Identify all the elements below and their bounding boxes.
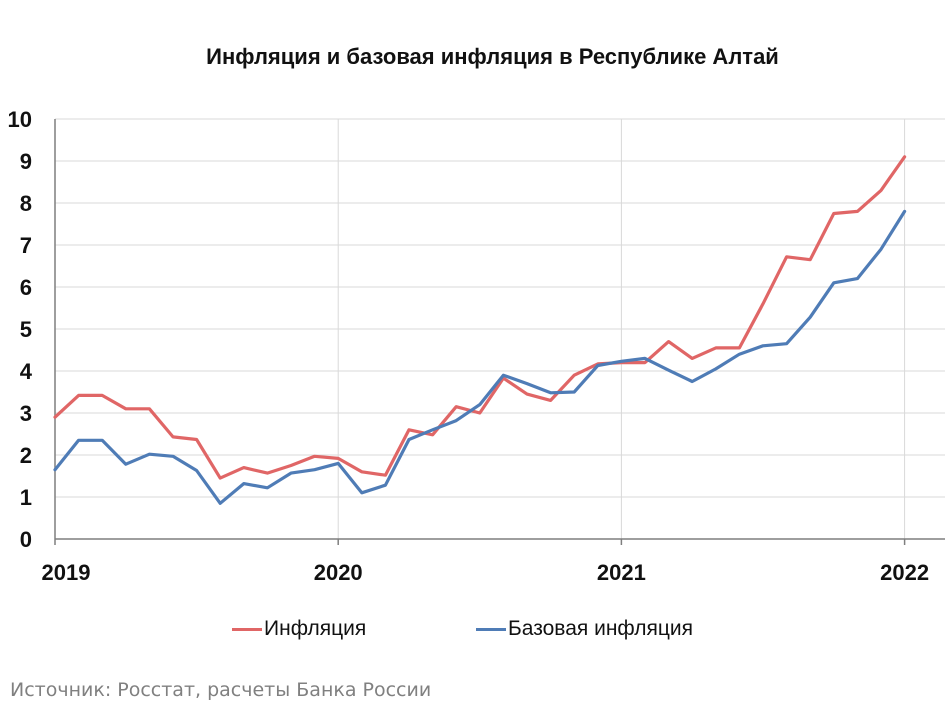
grid-layer (55, 118, 945, 539)
legend-label-core-inflation: Базовая инфляция (508, 617, 694, 640)
legend-item-core-inflation: Базовая инфляция (476, 614, 693, 644)
y-tick-label: 9 (20, 149, 32, 174)
legend-label-inflation: Инфляция (264, 617, 367, 640)
y-tick-label: 5 (20, 317, 32, 342)
y-tick-label: 10 (8, 107, 32, 132)
y-tick-labels: 0 1 2 3 4 5 6 7 8 9 10 (8, 107, 33, 552)
source-note: Источник: Росстат, расчеты Банка России (10, 679, 432, 701)
series-layer (53, 155, 907, 505)
y-tick-label: 3 (20, 401, 32, 426)
series-line-core-inflation (53, 209, 907, 505)
x-tick-label: 2021 (597, 560, 646, 585)
legend-swatch-core-inflation (476, 627, 506, 631)
y-tick-label: 8 (20, 191, 32, 216)
y-tick-label: 2 (20, 443, 32, 468)
x-tick-label: 2020 (314, 560, 363, 585)
y-tick-label: 6 (20, 275, 32, 300)
y-tick-label: 7 (20, 233, 32, 258)
x-tick-labels: 2019 2020 2021 2022 (42, 560, 930, 585)
x-tick-label: 2022 (880, 560, 929, 585)
y-tick-label: 4 (20, 359, 33, 384)
x-tick-label: 2019 (42, 560, 91, 585)
y-tick-label: 1 (20, 485, 32, 510)
y-tick-label: 0 (20, 527, 32, 552)
series-line-inflation (53, 155, 907, 480)
legend-item-inflation: Инфляция (232, 614, 366, 644)
chart-title: Инфляция и базовая инфляция в Республике… (206, 44, 779, 69)
legend-swatch-inflation (232, 627, 262, 631)
axis-layer (54, 119, 945, 545)
